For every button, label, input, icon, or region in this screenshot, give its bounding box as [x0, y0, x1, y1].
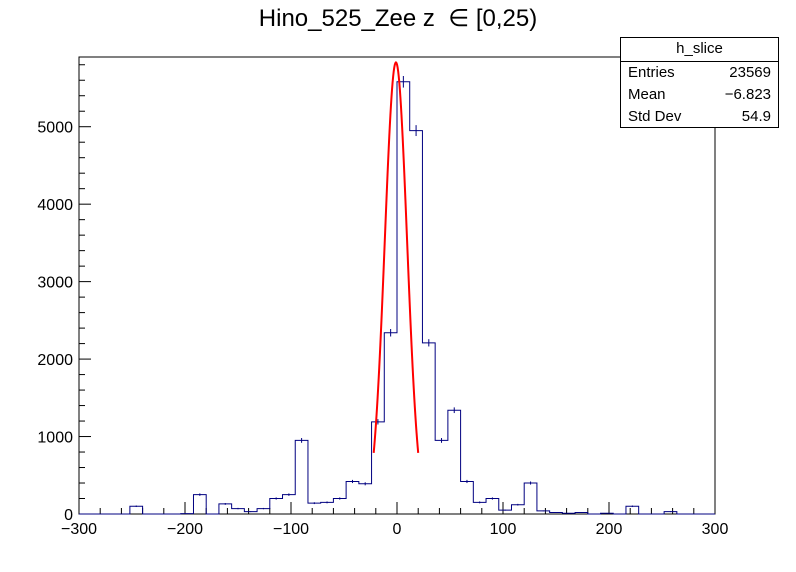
x-tick-label: −300 — [61, 521, 97, 538]
stats-label: Entries — [628, 64, 675, 81]
x-tick-label: 0 — [393, 521, 402, 538]
x-tick-label: 300 — [702, 521, 729, 538]
y-tick-label: 4000 — [37, 197, 73, 214]
stats-value: 23569 — [729, 64, 771, 81]
stats-title: h_slice — [621, 38, 778, 62]
x-tick-label: −100 — [273, 521, 309, 538]
x-tick-label: 200 — [596, 521, 623, 538]
stats-label: Mean — [628, 86, 666, 103]
stats-row-entries: Entries 23569 — [621, 62, 778, 84]
y-tick-label: 1000 — [37, 430, 73, 447]
x-tick-label: −200 — [167, 521, 203, 538]
stats-row-std-dev: Std Dev 54.9 — [621, 106, 778, 128]
y-tick-label: 3000 — [37, 275, 73, 292]
stats-value: −6.823 — [724, 86, 771, 103]
y-tick-label: 2000 — [37, 352, 73, 369]
y-tick-label: 0 — [64, 507, 73, 524]
stats-row-mean: Mean −6.823 — [621, 84, 778, 106]
gaussian-fit-curve — [372, 60, 420, 453]
stats-label: Std Dev — [628, 108, 682, 125]
x-tick-label: 100 — [490, 521, 517, 538]
stats-value: 54.9 — [741, 108, 771, 125]
chart-title: Hino_525_Zee z ∈ [0,25) — [258, 5, 538, 32]
stats-box: h_slice Entries 23569 Mean −6.823 Std De… — [620, 37, 779, 128]
y-tick-label: 5000 — [37, 120, 73, 137]
histogram-outline — [79, 81, 715, 515]
